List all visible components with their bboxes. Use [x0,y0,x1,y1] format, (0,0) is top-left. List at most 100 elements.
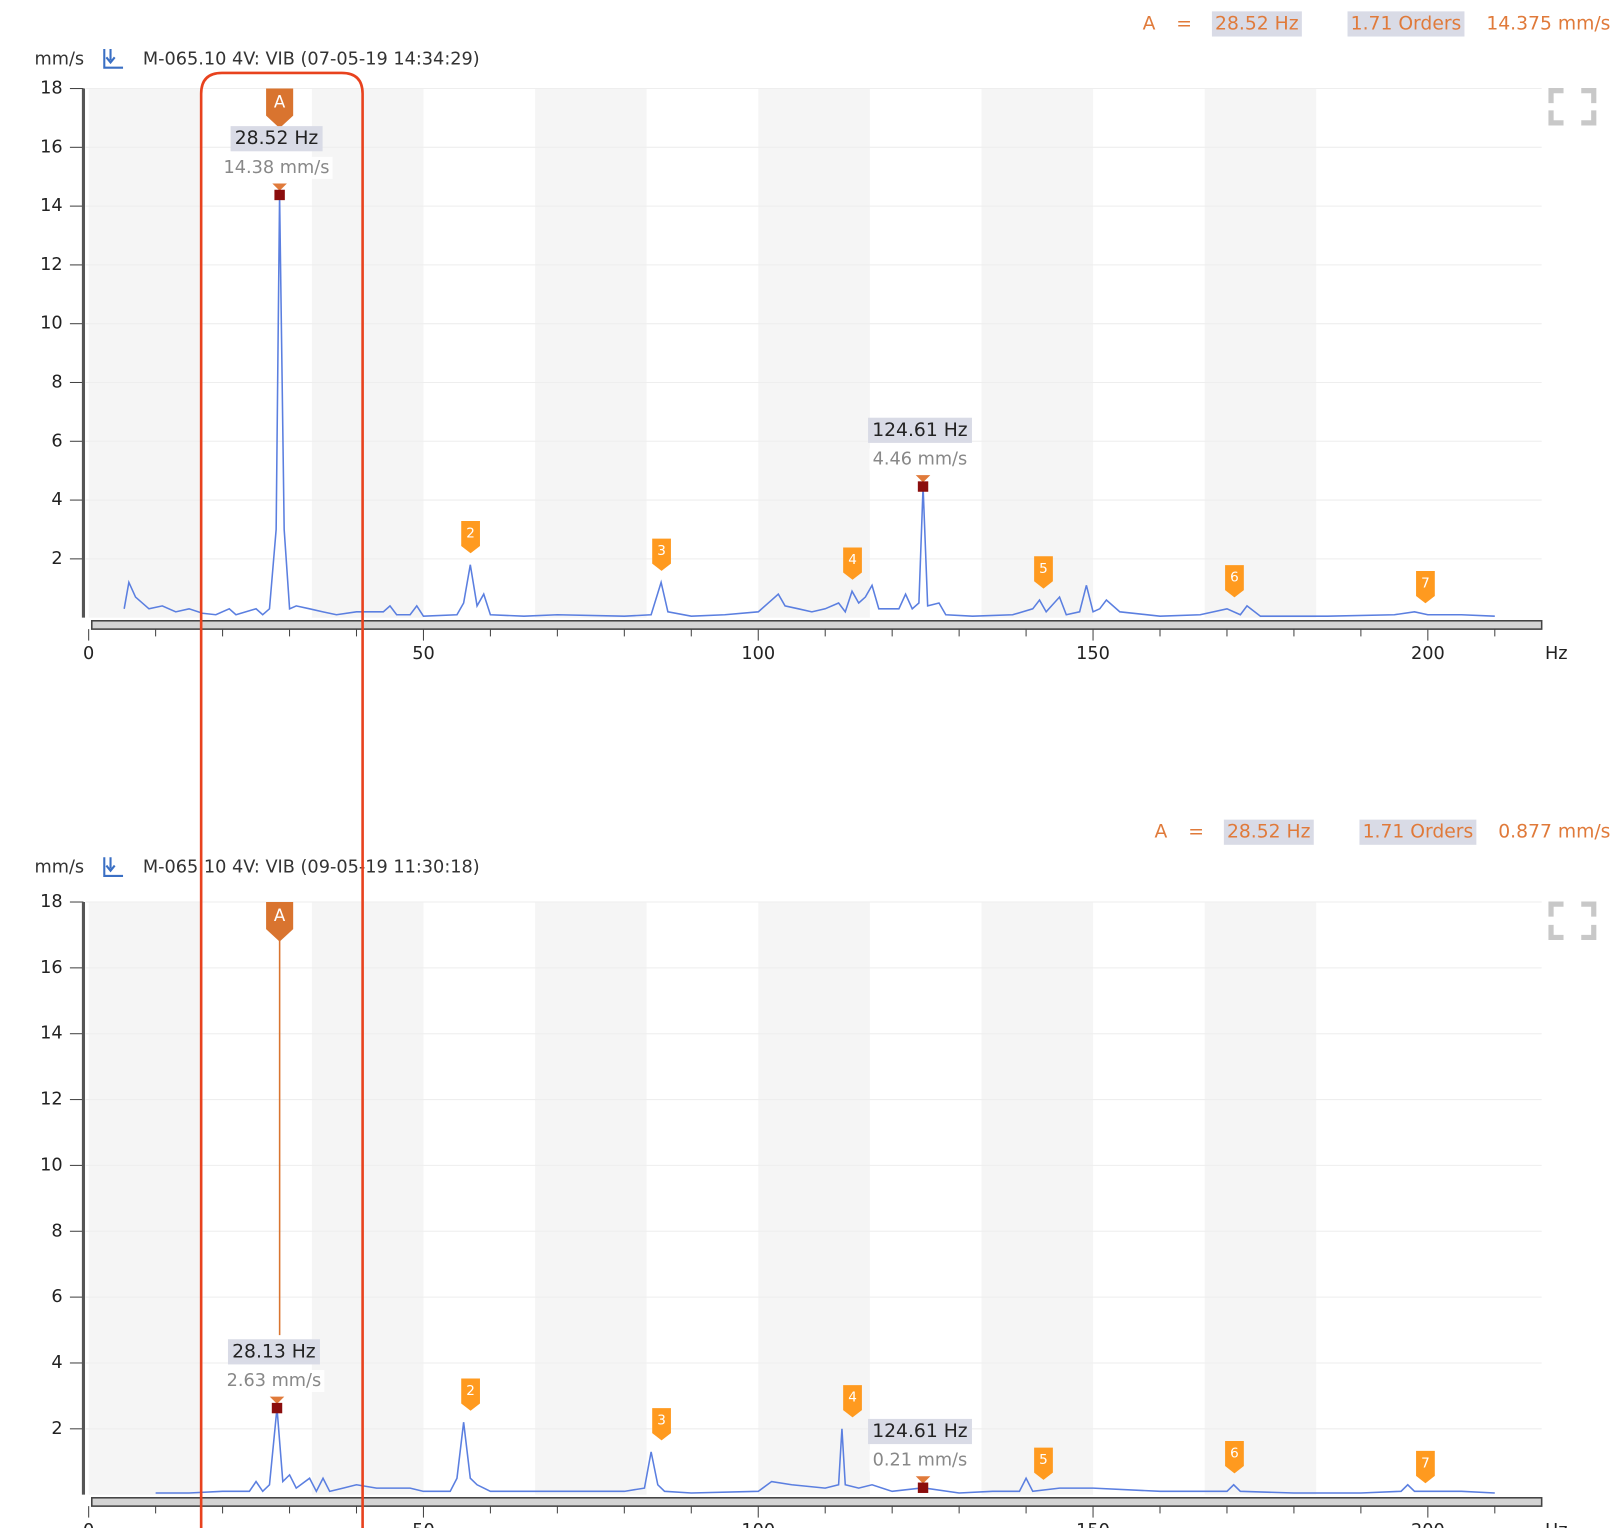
y-tick-label: 2 [51,549,62,569]
peak-pointer [269,1396,285,1404]
unit-label: mm/s [35,858,85,878]
y-tick-label: 12 [40,255,63,275]
y-tick-label: 16 [40,958,63,978]
x-tick-label: 100 [741,644,775,664]
harmonic-label: 2 [466,1383,475,1399]
x-axis-bar [91,1497,1543,1507]
y-tick-label: 6 [51,431,62,451]
readout-equals: = [1188,822,1204,843]
harmonic-flag [1225,1441,1244,1474]
peak-amplitude-label: 4.46 mm/s [873,449,968,469]
shaded-band [1204,88,1317,618]
harmonic-label: 2 [466,525,475,541]
download-icon[interactable] [103,857,124,878]
label-box [869,1449,971,1472]
readout-cursor: A [1143,13,1156,34]
x-tick-label: 200 [1411,644,1445,664]
peak-marker [917,481,929,492]
peak-amplitude-label: 2.63 mm/s [227,1371,322,1391]
readout-orders: 1.71 Orders [1351,13,1462,34]
harmonic-label: 7 [1421,1455,1430,1471]
peak-marker [271,1402,283,1414]
y-tick-label: 10 [40,314,63,334]
y-tick-label: 18 [40,892,63,912]
x-axis-bar [91,620,1543,630]
shaded-band [88,902,201,1495]
y-tick-label: 10 [40,1155,63,1175]
label-box [868,417,972,443]
x-axis-label: Hz [1545,1521,1568,1528]
harmonic-flag [843,547,862,580]
harmonic-label: 5 [1039,561,1048,577]
fullscreen-icon[interactable] [1548,901,1597,941]
label-box [869,448,971,471]
label-box [1223,819,1314,845]
y-tick-label: 4 [51,490,62,510]
y-tick-label: 14 [40,196,63,216]
x-tick-label: 50 [412,1521,435,1528]
harmonic-flag [1034,556,1053,589]
y-tick-label: 12 [40,1090,63,1110]
readout-amplitude: 14.375 mm/s [1486,13,1610,34]
harmonic-flag [1416,1450,1435,1484]
harmonic-flag [461,1378,480,1411]
x-tick-label: 0 [83,644,94,664]
x-tick-label: 50 [412,644,435,664]
label-box [1211,11,1302,37]
peak-marker [274,189,285,201]
peak-amplitude-label: 14.38 mm/s [224,158,330,178]
readout-cursor: A [1155,822,1168,843]
harmonic-flag [1034,1447,1053,1480]
harmonic-flag [843,1385,862,1418]
x-tick-label: 100 [741,1521,775,1528]
readout-frequency: 28.52 Hz [1215,13,1299,34]
readout-frequency: 28.52 Hz [1227,822,1311,843]
peak-pointer [915,1476,931,1484]
shaded-band [535,88,647,618]
harmonic-label: 7 [1421,575,1430,591]
y-tick-label: 6 [51,1287,62,1307]
shaded-band [981,88,1094,618]
harmonic-label: 4 [848,1390,857,1406]
cursor-flag-label: A [274,93,286,112]
harmonic-flag [461,520,480,554]
fullscreen-icon[interactable] [1548,88,1597,126]
harmonic-label: 3 [657,1413,666,1429]
label-box [1347,11,1465,37]
x-tick-label: 150 [1076,644,1110,664]
readout-orders: 1.71 Orders [1363,822,1474,843]
shaded-band [1204,902,1317,1495]
y-tick-label: 8 [51,372,62,392]
x-tick-label: 150 [1076,1521,1110,1528]
label-box [1359,819,1477,845]
harmonic-label: 6 [1230,570,1239,586]
peak-frequency-label: 124.61 Hz [872,1421,968,1442]
harmonic-label: 3 [657,543,666,559]
y-tick-label: 18 [40,79,63,99]
shaded-band [311,902,424,1495]
y-tick-label: 14 [40,1024,63,1044]
peak-pointer [915,475,931,483]
peak-marker [917,1482,929,1493]
y-tick-label: 2 [51,1419,62,1439]
readout-equals: = [1176,13,1192,34]
shaded-band [88,88,201,618]
peak-amplitude-label: 0.21 mm/s [873,1451,968,1471]
shaded-band [535,902,647,1495]
x-tick-label: 200 [1411,1521,1445,1528]
harmonic-label: 6 [1230,1446,1239,1462]
peak-frequency-label: 124.61 Hz [872,420,968,441]
icon-shape [103,48,124,69]
y-tick-label: 4 [51,1353,62,1373]
chart-title: M-065.10 4V: VIB (07-05-19 14:34:29) [143,49,480,69]
y-tick-label: 8 [51,1221,62,1241]
x-axis-label: Hz [1545,644,1568,664]
harmonic-flag [1225,565,1244,598]
icon-shape [103,857,124,878]
harmonic-label: 5 [1039,1452,1048,1468]
shaded-band [758,88,870,618]
harmonic-flag [652,1408,671,1441]
download-icon[interactable] [103,48,124,69]
